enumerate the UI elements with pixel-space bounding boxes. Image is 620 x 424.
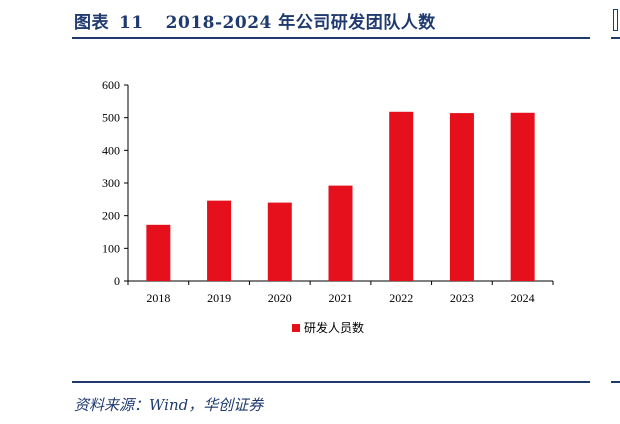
legend-label: 研发人员数 <box>304 320 364 335</box>
figure-title-bar: 图表 11 2018-2024 年公司研发团队人数 <box>74 8 436 33</box>
x-tick-label: 2018 <box>146 291 170 305</box>
x-tick-label: 2021 <box>329 291 353 305</box>
title-rule <box>72 37 590 39</box>
figure-number: 11 <box>119 13 144 33</box>
bar-2019 <box>207 200 232 281</box>
y-tick-label: 100 <box>102 241 120 255</box>
x-tick-label: 2020 <box>268 291 292 305</box>
y-tick-label: 300 <box>102 176 120 190</box>
bar-2022 <box>389 111 414 281</box>
bar-chart: 0 100 200 300 400 500 600 2018 2019 2020 2021 2022 2… <box>102 78 554 335</box>
edge-fragment <box>613 9 618 31</box>
y-tick-label: 600 <box>102 78 120 92</box>
bar-2018 <box>146 224 171 281</box>
bar-2021 <box>328 185 353 281</box>
bar-2024 <box>510 112 535 282</box>
edge-rule-bottom <box>611 381 620 383</box>
figure-title: 2018-2024 年公司研发团队人数 <box>165 13 436 33</box>
edge-rule-top <box>611 37 620 39</box>
figure-label: 图表 <box>74 13 109 33</box>
y-tick-label: 400 <box>102 143 120 157</box>
y-tick-label: 500 <box>102 111 120 125</box>
x-tick-label: 2019 <box>207 291 231 305</box>
y-tick-label: 0 <box>114 274 120 288</box>
x-tick-label: 2024 <box>511 291 535 305</box>
bar-2020 <box>267 202 292 281</box>
x-tick-label: 2022 <box>389 291 413 305</box>
source-rule <box>72 381 590 383</box>
y-tick-label: 200 <box>102 209 120 223</box>
x-tick-label: 2023 <box>450 291 474 305</box>
source-note: 资料来源：Wind，华创证券 <box>74 396 264 414</box>
bar-2023 <box>449 113 474 282</box>
legend-swatch <box>292 324 300 332</box>
